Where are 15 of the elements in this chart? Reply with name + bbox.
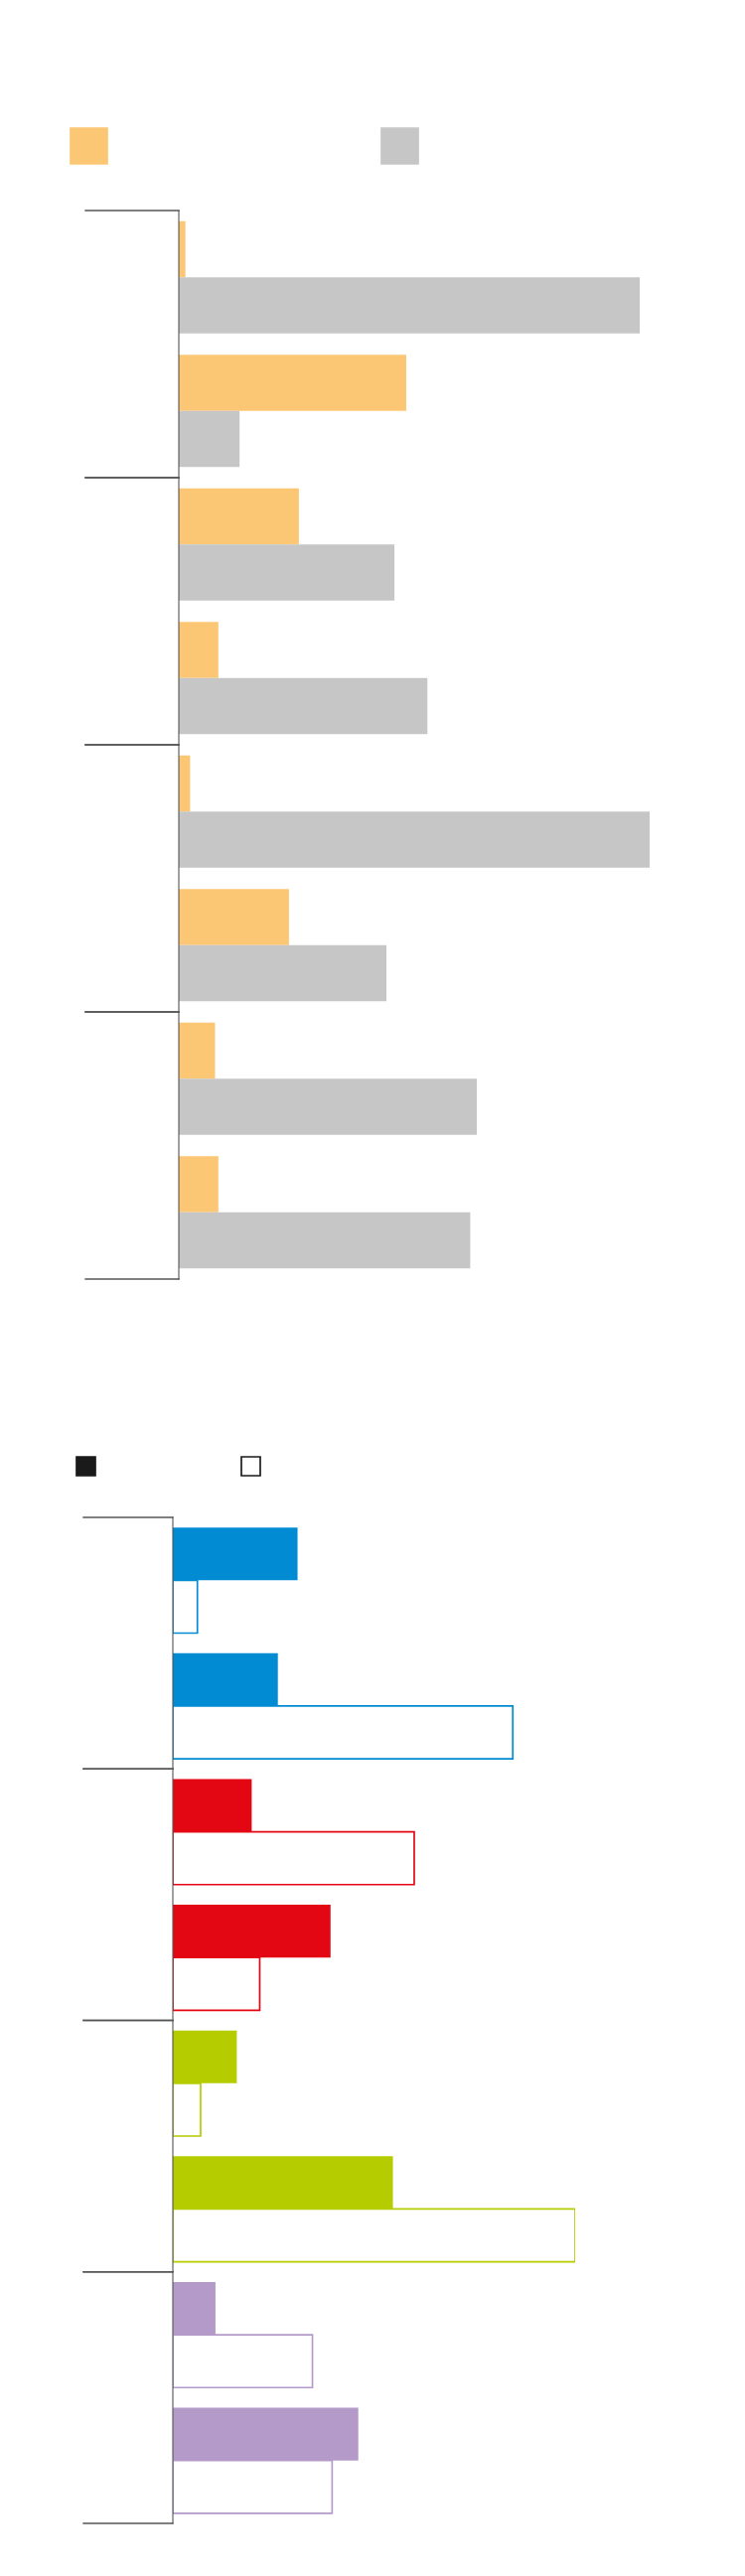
bar bbox=[179, 622, 219, 678]
bar bbox=[179, 944, 387, 1002]
bar bbox=[179, 410, 240, 468]
bar bbox=[179, 1212, 471, 1269]
bar bbox=[179, 1156, 219, 1213]
bar bbox=[179, 1078, 478, 1135]
bar bbox=[179, 220, 186, 278]
bar bbox=[179, 277, 641, 334]
bar bbox=[179, 488, 299, 545]
bar bbox=[179, 1022, 216, 1079]
bar bbox=[179, 889, 289, 945]
bar bbox=[179, 355, 406, 411]
bar bbox=[179, 677, 428, 735]
bar bbox=[179, 544, 395, 601]
bar bbox=[179, 811, 650, 868]
